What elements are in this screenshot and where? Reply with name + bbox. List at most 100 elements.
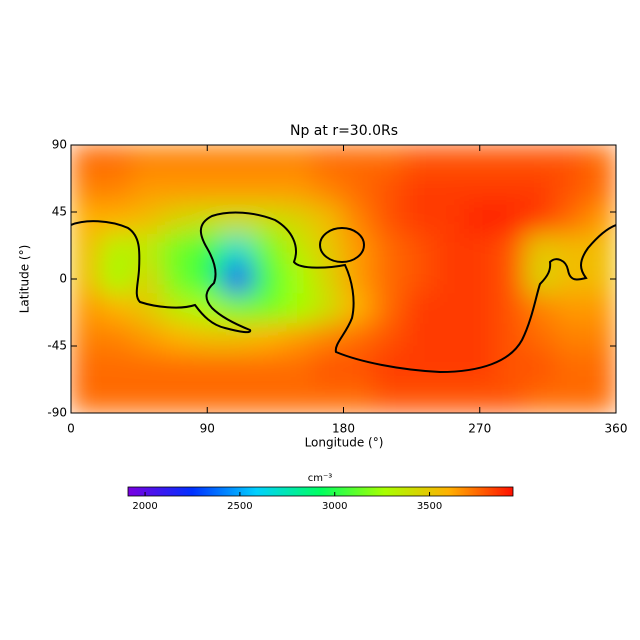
heatmap-cell (282, 323, 314, 354)
heatmap-cell (252, 352, 284, 384)
colorbar (127, 486, 514, 497)
heatmap-cell (343, 174, 375, 206)
chart-title: Np at r=30.0Rs (290, 123, 398, 139)
heatmap-cell (282, 145, 314, 176)
heatmap-cell (524, 233, 556, 265)
heatmap-cell (554, 323, 587, 354)
heatmap-cell (494, 293, 526, 325)
heatmap-cell (252, 233, 284, 265)
heatmap-cell (282, 382, 314, 413)
heatmap-cell (585, 145, 616, 176)
heatmap-cell (373, 174, 405, 206)
x-tick-label: 270 (468, 422, 491, 436)
heatmap-cell (403, 382, 435, 413)
heatmap-cell (312, 382, 344, 413)
heatmap-cell (161, 382, 193, 413)
heatmap-cell (282, 352, 314, 384)
heatmap-cell (403, 263, 435, 295)
heatmap-cell (585, 174, 616, 206)
heatmap-cell (71, 174, 102, 206)
heatmap-cell (524, 204, 556, 235)
heatmap-cell (221, 233, 254, 265)
heatmap-cell (343, 233, 375, 265)
heatmap-cell (312, 263, 344, 295)
heatmap-cell (131, 293, 163, 325)
heatmap-cell (403, 233, 435, 265)
heatmap-cell (343, 263, 375, 295)
heatmap-cell (131, 352, 163, 384)
heatmap-cell (554, 293, 587, 325)
colorbar-label: cm⁻³ (308, 473, 333, 484)
heatmap-cell (373, 263, 405, 295)
x-tick-label: 180 (332, 422, 355, 436)
heatmap-cell (252, 204, 284, 235)
heatmap-cell (524, 323, 556, 354)
heatmap-cell (282, 233, 314, 265)
heatmap-cell (403, 174, 435, 206)
heatmap-cell (221, 174, 254, 206)
heatmap-cell (494, 204, 526, 235)
contour-line (319, 227, 365, 263)
heatmap-cell (554, 352, 587, 384)
heatmap-cell (100, 352, 133, 384)
heatmap-cell (131, 145, 163, 176)
x-tick-label: 360 (605, 422, 628, 436)
heatmap-cell (433, 145, 466, 176)
heatmap-cell (494, 145, 526, 176)
heatmap-cell (131, 323, 163, 354)
heatmap-cell (161, 293, 193, 325)
heatmap-cell (252, 323, 284, 354)
y-tick-label: 45 (52, 205, 67, 219)
y-axis-label: Latitude (°) (18, 245, 32, 314)
heatmap-cell (554, 382, 587, 413)
heatmap-cell (312, 323, 344, 354)
heatmap-cell (464, 233, 496, 265)
heatmap-cell (312, 204, 344, 235)
heatmap-cell (252, 293, 284, 325)
heatmap-cell (433, 352, 466, 384)
heatmap-cell (221, 145, 254, 176)
heatmap-cell (373, 323, 405, 354)
heatmap-cell (252, 145, 284, 176)
heatmap-cell (161, 263, 193, 295)
heatmap-cell (464, 174, 496, 206)
heatmap-cell (373, 293, 405, 325)
heatmap-cell (373, 204, 405, 235)
heatmap-cell (71, 204, 102, 235)
plot-area (71, 145, 616, 413)
heatmap-cell (221, 352, 254, 384)
heatmap-cell (524, 382, 556, 413)
y-tick-label: 90 (52, 138, 67, 152)
heatmap-cell (161, 174, 193, 206)
heatmap-cell (403, 323, 435, 354)
heatmap-cell (524, 174, 556, 206)
heatmap-cell (433, 263, 466, 295)
heatmap-cell (312, 352, 344, 384)
heatmap-cell (282, 263, 314, 295)
heatmap-cell (373, 233, 405, 265)
heatmap-cell (100, 204, 133, 235)
heatmap-cell (312, 174, 344, 206)
heatmap-cell (554, 204, 587, 235)
heatmap-cell (554, 145, 587, 176)
heatmap-cell (494, 323, 526, 354)
heatmap-cell (191, 263, 223, 295)
heatmap-cell (131, 263, 163, 295)
heatmap-cell (464, 293, 496, 325)
heatmap-cell (494, 233, 526, 265)
heatmap-cell (373, 145, 405, 176)
heatmap-cell (554, 174, 587, 206)
heatmap-cell (494, 352, 526, 384)
y-tick-label: -90 (47, 406, 67, 420)
colorbar-tick-label: 3500 (417, 501, 442, 512)
heatmap-cell (585, 382, 616, 413)
heatmap-cell (494, 263, 526, 295)
heatmap-cell (373, 382, 405, 413)
heatmap-cell (221, 263, 254, 295)
heatmap-cell (252, 263, 284, 295)
heatmap-cell (71, 382, 102, 413)
heatmap-cell (585, 352, 616, 384)
heatmap-cell (161, 352, 193, 384)
colorbar-tick-label: 3000 (322, 501, 347, 512)
heatmap-cell (71, 323, 102, 354)
